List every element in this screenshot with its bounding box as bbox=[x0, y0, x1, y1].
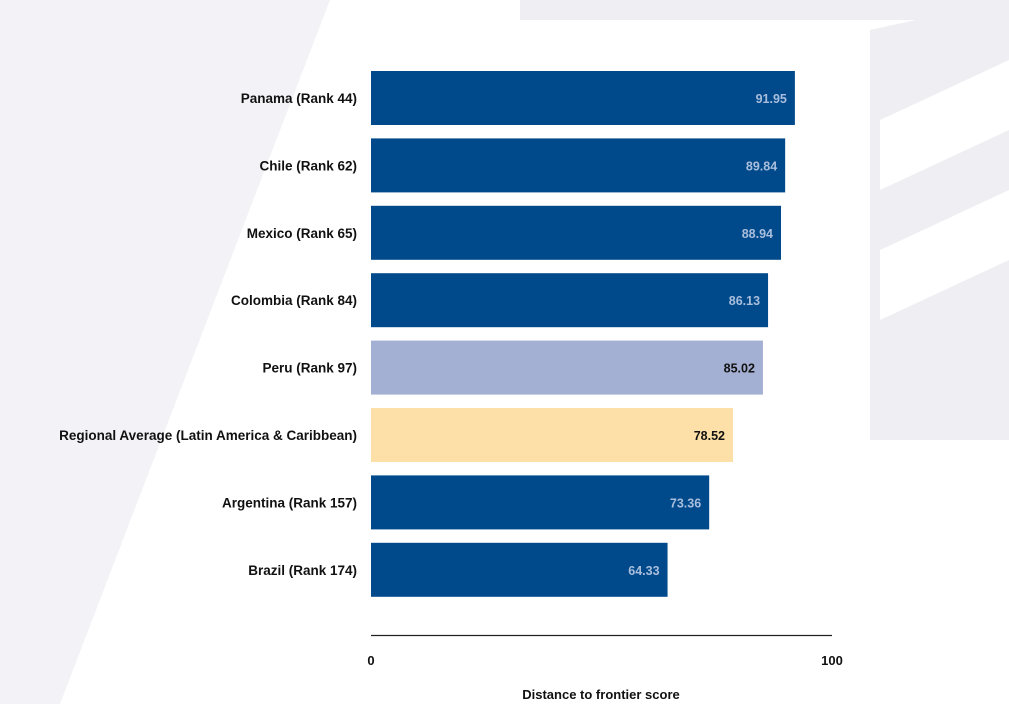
data-label: 88.94 bbox=[742, 227, 773, 241]
bar bbox=[371, 71, 795, 125]
category-label: Peru (Rank 97) bbox=[262, 361, 357, 376]
data-label: 64.33 bbox=[628, 564, 659, 578]
category-label: Panama (Rank 44) bbox=[241, 91, 357, 106]
bar bbox=[371, 340, 763, 395]
bar bbox=[371, 408, 733, 462]
category-label: Chile (Rank 62) bbox=[259, 158, 357, 173]
category-label: Regional Average (Latin America & Caribb… bbox=[59, 428, 357, 443]
category-label: Brazil (Rank 174) bbox=[248, 563, 357, 578]
data-label: 86.13 bbox=[729, 294, 760, 308]
bar bbox=[371, 205, 782, 260]
category-label: Colombia (Rank 84) bbox=[231, 293, 357, 308]
data-label: 89.84 bbox=[746, 159, 777, 173]
data-label: 78.52 bbox=[694, 429, 725, 443]
data-label: 73.36 bbox=[670, 496, 701, 510]
category-label: Argentina (Rank 157) bbox=[222, 495, 357, 510]
category-label: Mexico (Rank 65) bbox=[247, 226, 357, 241]
data-label: 85.02 bbox=[724, 362, 755, 376]
x-axis-title: Distance to frontier score bbox=[522, 687, 680, 702]
x-tick-label: 100 bbox=[821, 653, 843, 668]
bar bbox=[371, 273, 769, 328]
x-tick-label: 0 bbox=[367, 653, 374, 668]
bar bbox=[371, 542, 668, 597]
data-label: 91.95 bbox=[756, 92, 787, 106]
bar bbox=[371, 138, 786, 193]
bar bbox=[371, 475, 710, 530]
